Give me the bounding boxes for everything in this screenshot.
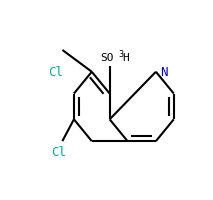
Text: H: H xyxy=(122,53,129,63)
Text: N: N xyxy=(160,66,168,79)
Text: Cl: Cl xyxy=(48,66,63,79)
Text: Cl: Cl xyxy=(51,145,66,158)
Text: 3: 3 xyxy=(118,50,123,59)
Text: SO: SO xyxy=(100,53,114,63)
